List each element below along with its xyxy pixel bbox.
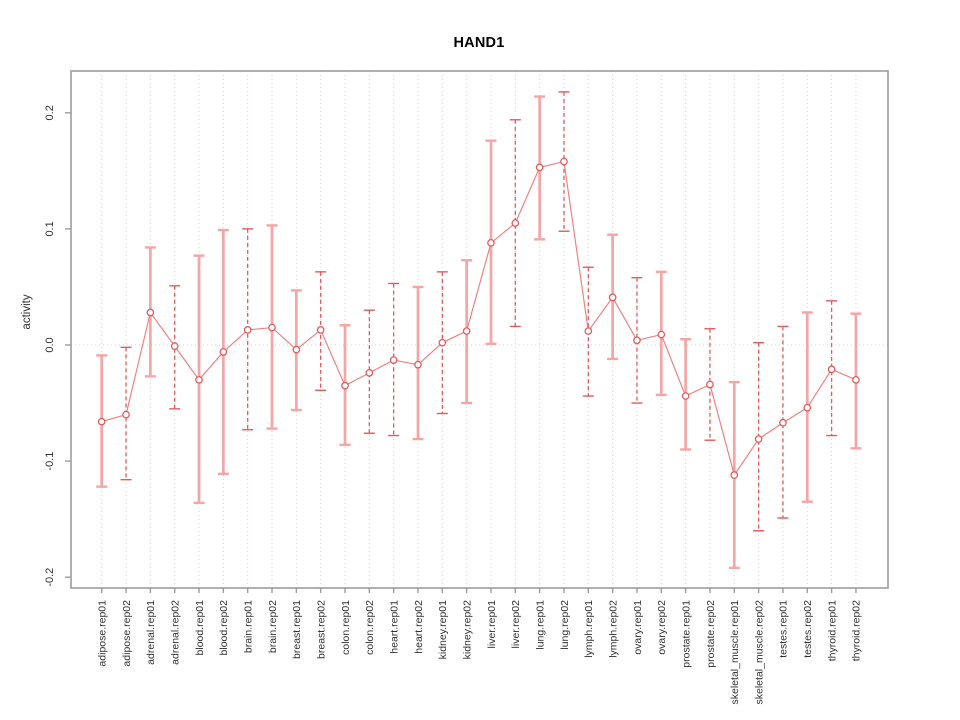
x-tick-label: adrenal.rep01: [145, 600, 157, 665]
x-tick-label: lymph.rep02: [607, 600, 619, 658]
x-tick-label: blood.rep02: [218, 600, 230, 656]
data-point: [170, 342, 179, 351]
x-tick-label: blood.rep01: [194, 600, 206, 656]
x-tick-label: brain.rep01: [242, 600, 254, 653]
y-tick-label: -0.1: [44, 452, 56, 471]
x-tick-label: adipose.rep01: [97, 600, 109, 667]
y-tick-label: 0.0: [44, 337, 56, 352]
x-tick-label: prostate.rep01: [680, 600, 692, 668]
data-point: [827, 365, 836, 374]
y-tick-label: -0.2: [44, 568, 56, 587]
data-point: [511, 219, 520, 227]
x-tick-label: lymph.rep01: [583, 600, 595, 658]
x-tick-label: heart.rep01: [388, 600, 400, 654]
plot-box: [70, 70, 889, 589]
x-tick-label: liver.rep02: [510, 600, 522, 649]
x-tick-label: kidney.rep02: [461, 600, 473, 660]
x-tick-label: skeletal_muscle.rep02: [753, 600, 765, 705]
data-point: [243, 326, 252, 334]
data-point: [584, 327, 593, 335]
data-point: [219, 348, 228, 356]
data-point: [633, 336, 641, 345]
data-point: [438, 338, 447, 347]
data-point: [560, 157, 568, 166]
data-point: [195, 375, 203, 384]
data-point: [365, 369, 374, 377]
data-point: [730, 471, 739, 479]
x-tick-label: breast.rep01: [291, 600, 303, 659]
data-point: [681, 392, 690, 400]
x-tick-label: colon.rep01: [340, 600, 352, 655]
x-tick-label: testes.rep02: [802, 600, 814, 658]
x-tick-label: lung.rep02: [559, 600, 571, 650]
x-tick-label: ovary.rep01: [632, 600, 644, 655]
data-point: [341, 381, 349, 390]
data-point: [389, 356, 398, 364]
x-tick-label: brain.rep02: [267, 600, 279, 653]
x-tick-label: lung.rep01: [534, 600, 546, 650]
x-tick-label: prostate.rep02: [705, 600, 717, 668]
x-tick-label: thyroid.rep01: [826, 600, 838, 661]
data-point: [803, 403, 812, 412]
x-tick-label: colon.rep02: [364, 600, 376, 655]
data-point: [316, 326, 325, 334]
series-line: [101, 160, 857, 477]
data-point: [657, 330, 666, 339]
data-point: [487, 238, 495, 247]
y-tick-label: 0.2: [44, 105, 56, 120]
x-tick-label: liver.rep01: [486, 600, 498, 649]
x-tick-label: testes.rep01: [778, 600, 790, 658]
data-point: [97, 417, 106, 426]
data-point: [268, 323, 276, 332]
data-point: [146, 308, 155, 317]
x-tick-label: kidney.rep01: [437, 600, 449, 660]
data-point: [779, 418, 787, 427]
data-point: [706, 380, 714, 389]
x-tick-label: breast.rep02: [315, 600, 327, 659]
x-tick-label: heart.rep02: [413, 600, 425, 654]
x-tick-label: ovary.rep02: [656, 600, 668, 655]
data-point: [535, 163, 544, 172]
x-tick-label: skeletal_muscle.rep01: [729, 600, 741, 705]
x-tick-label: thyroid.rep02: [851, 600, 863, 661]
data-point: [754, 435, 763, 443]
data-point: [292, 345, 301, 354]
data-point: [852, 375, 860, 384]
data-point: [462, 327, 471, 335]
data-point: [608, 293, 617, 302]
y-tick-label: 0.1: [44, 221, 56, 236]
chart-title: HAND1: [453, 35, 505, 51]
data-point: [122, 410, 130, 419]
x-tick-label: adipose.rep02: [121, 600, 133, 667]
x-tick-label: adrenal.rep02: [169, 600, 181, 665]
data-point: [414, 360, 422, 369]
